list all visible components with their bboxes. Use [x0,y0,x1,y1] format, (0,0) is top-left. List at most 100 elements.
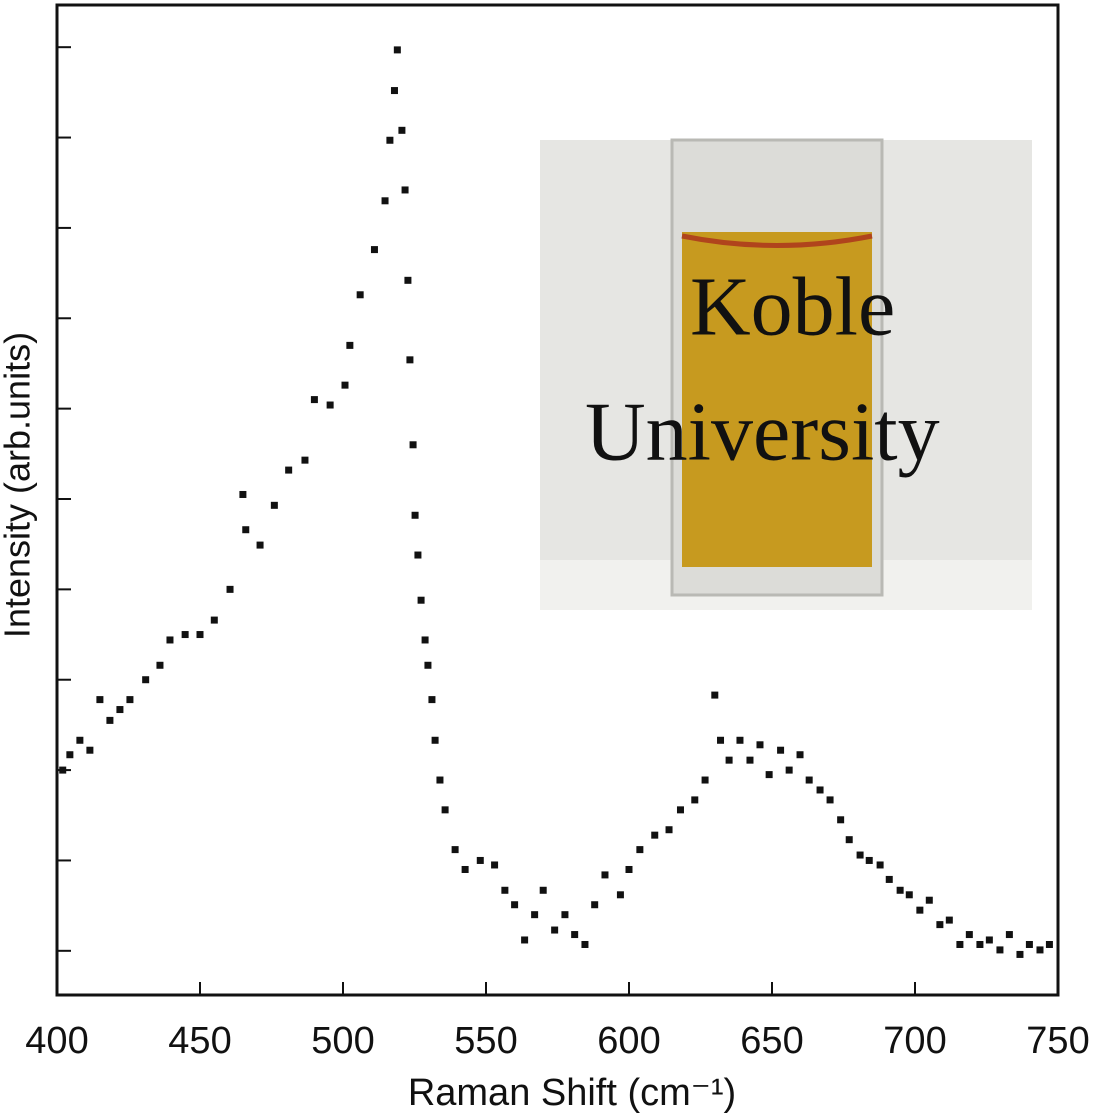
data-point [270,501,278,509]
data-point [256,541,264,549]
meniscus [681,233,873,248]
data-point [86,746,94,754]
data-point [401,186,409,194]
data-point [301,456,309,464]
data-point [925,896,933,904]
inset-text: Koble [690,260,895,353]
data-point [856,851,864,859]
x-tick-label: 500 [311,1020,374,1062]
data-point [976,940,984,948]
data-point [210,616,218,624]
vial-liquid [682,232,872,567]
data-point [561,911,569,919]
data-point [1005,931,1013,939]
data-point [386,136,394,144]
data-point [725,756,733,764]
data-point [996,946,1004,954]
data-point [711,691,719,699]
data-point [625,865,633,873]
data-point [837,816,845,824]
data-point [1045,940,1053,948]
data-point [665,826,673,834]
data-point [285,466,293,474]
data-point [166,636,174,644]
data-point [905,891,913,899]
data-point [116,706,124,714]
data-point [404,276,412,284]
x-tick-label: 400 [25,1020,88,1062]
data-point [451,846,459,854]
data-point [341,381,349,389]
data-point [551,926,559,934]
data-point [370,246,378,254]
data-point [765,771,773,779]
data-point [346,341,354,349]
data-point [636,846,644,854]
data-point [876,861,884,869]
data-point [865,856,873,864]
data-point [756,741,764,749]
data-point [985,936,993,944]
data-point [785,766,793,774]
data-point [461,865,469,873]
data-point [239,490,247,498]
data-point [398,126,406,134]
data-point [777,746,785,754]
data-point [845,836,853,844]
data-point [226,585,234,593]
data-point [414,551,422,559]
x-tick-label: 600 [597,1020,660,1062]
data-point [181,631,189,639]
data-point [196,631,204,639]
inset-text: University [585,385,940,478]
data-point [805,776,813,784]
x-tick-label: 450 [168,1020,231,1062]
data-point [390,87,398,95]
data-point [616,891,624,899]
y-axis-label: Intensity (arb.units) [0,332,38,638]
data-point [393,46,401,54]
x-axis-label: Raman Shift (cm⁻¹) [408,1072,736,1114]
data-point [531,911,539,919]
data-point [356,291,364,299]
data-point [701,776,709,784]
data-point [411,511,419,519]
data-point [76,736,84,744]
data-point [59,766,67,774]
data-point [539,886,547,894]
data-point [936,921,944,929]
data-point [691,796,699,804]
data-point [591,901,599,909]
data-point [476,856,484,864]
data-point [96,696,104,704]
data-point [746,756,754,764]
data-point [436,776,444,784]
data-point [406,356,414,364]
data-point [1025,940,1033,948]
data-point [106,716,114,724]
data-point [156,661,164,669]
data-point [601,871,609,879]
data-point [409,441,417,449]
data-point [796,751,804,759]
data-point [511,901,519,909]
data-point [126,696,134,704]
data-point [885,875,893,883]
data-point [66,751,74,759]
data-point [491,861,499,869]
data-point [956,940,964,948]
x-tick-label: 650 [740,1020,803,1062]
data-point [521,936,529,944]
inset-photo: Koble University [540,138,1032,610]
data-point [916,906,924,914]
data-point [421,636,429,644]
data-point [417,596,425,604]
data-point [381,197,389,205]
data-point [424,661,432,669]
data-point [581,940,589,948]
data-point [736,736,744,744]
data-point [945,916,953,924]
data-point [676,806,684,814]
x-tick-label: 550 [454,1020,517,1062]
